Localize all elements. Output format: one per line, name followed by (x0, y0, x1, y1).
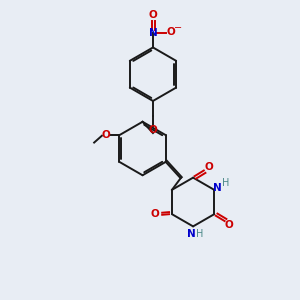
Text: N: N (213, 183, 222, 193)
Text: O: O (225, 220, 233, 230)
Text: H: H (196, 229, 203, 239)
Text: O: O (204, 162, 213, 172)
Text: O: O (167, 27, 175, 37)
Text: H: H (222, 178, 229, 188)
Text: N: N (187, 229, 196, 239)
Text: O: O (151, 209, 159, 219)
Text: N: N (148, 28, 157, 38)
Text: O: O (148, 125, 157, 135)
Text: O: O (148, 10, 157, 20)
Text: −: − (174, 23, 182, 33)
Text: O: O (101, 130, 110, 140)
